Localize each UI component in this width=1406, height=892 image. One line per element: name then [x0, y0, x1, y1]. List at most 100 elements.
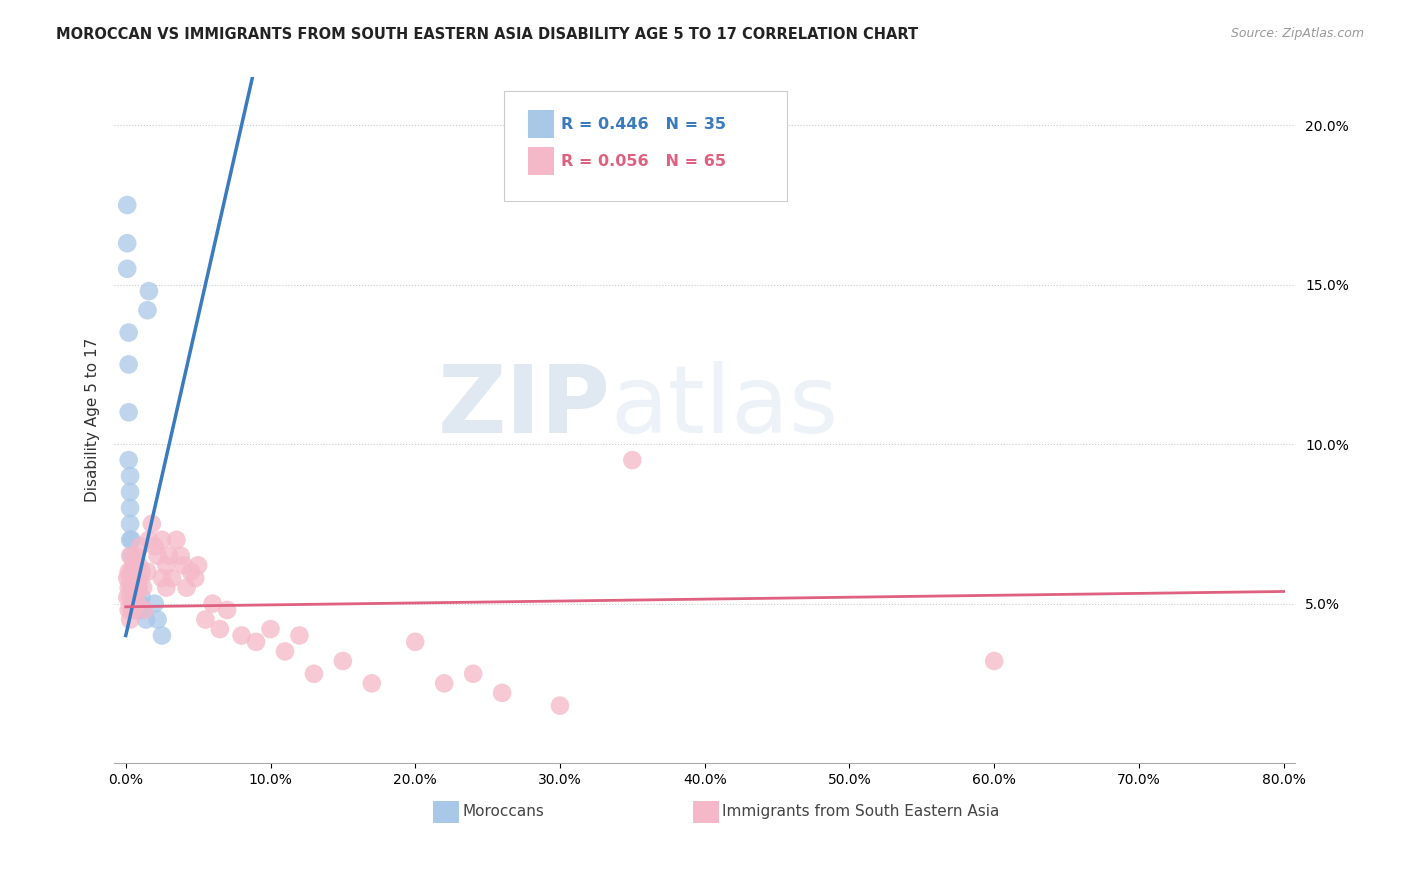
- Point: [118, 405, 141, 419]
- Point: [135, 613, 157, 627]
- Point: [360, 676, 382, 690]
- Point: [115, 591, 138, 605]
- Point: [128, 558, 150, 573]
- Point: [150, 628, 173, 642]
- Y-axis label: Disability Age 5 to 17: Disability Age 5 to 17: [86, 338, 100, 502]
- Point: [621, 453, 644, 467]
- Point: [173, 558, 195, 573]
- Point: [120, 469, 142, 483]
- Text: R = 0.056   N = 65: R = 0.056 N = 65: [561, 153, 725, 169]
- Point: [463, 666, 485, 681]
- Point: [121, 549, 143, 563]
- Text: R = 0.446   N = 35: R = 0.446 N = 35: [561, 117, 725, 131]
- Point: [134, 603, 156, 617]
- Point: [115, 261, 138, 276]
- Point: [160, 571, 183, 585]
- Point: [125, 581, 148, 595]
- Point: [118, 603, 141, 617]
- Point: [120, 500, 142, 515]
- Point: [127, 597, 149, 611]
- Text: ZIP: ZIP: [437, 360, 610, 452]
- Point: [121, 581, 143, 595]
- Text: Source: ZipAtlas.com: Source: ZipAtlas.com: [1230, 27, 1364, 40]
- Point: [491, 686, 513, 700]
- Point: [274, 644, 297, 658]
- Bar: [433, 801, 458, 823]
- FancyBboxPatch shape: [503, 91, 787, 201]
- Point: [118, 358, 141, 372]
- Point: [128, 603, 150, 617]
- Point: [157, 549, 180, 563]
- Point: [150, 571, 173, 585]
- Point: [155, 581, 177, 595]
- Point: [150, 533, 173, 547]
- Point: [121, 533, 143, 547]
- Point: [122, 565, 145, 579]
- Point: [141, 516, 163, 531]
- Point: [121, 581, 143, 595]
- Point: [180, 565, 202, 579]
- Point: [201, 597, 224, 611]
- Point: [131, 591, 153, 605]
- Point: [433, 676, 456, 690]
- Point: [217, 603, 239, 617]
- Point: [124, 591, 146, 605]
- Point: [245, 635, 267, 649]
- Point: [194, 613, 217, 627]
- Point: [302, 666, 325, 681]
- Point: [288, 628, 311, 642]
- Text: Immigrants from South Eastern Asia: Immigrants from South Eastern Asia: [723, 804, 1000, 819]
- Point: [143, 597, 166, 611]
- Point: [122, 558, 145, 573]
- Text: Moroccans: Moroccans: [463, 804, 544, 819]
- Point: [124, 581, 146, 595]
- Point: [127, 571, 149, 585]
- Point: [124, 565, 146, 579]
- Point: [120, 571, 142, 585]
- Point: [128, 581, 150, 595]
- Point: [138, 533, 160, 547]
- Point: [122, 581, 145, 595]
- Point: [125, 549, 148, 563]
- Point: [122, 603, 145, 617]
- Point: [118, 453, 141, 467]
- Point: [146, 549, 169, 563]
- Point: [155, 558, 177, 573]
- Point: [184, 571, 207, 585]
- Point: [136, 565, 159, 579]
- Point: [120, 533, 142, 547]
- Point: [132, 603, 155, 617]
- Point: [121, 565, 143, 579]
- Point: [124, 597, 146, 611]
- Point: [165, 533, 187, 547]
- Point: [118, 565, 141, 579]
- Point: [122, 591, 145, 605]
- Point: [404, 635, 426, 649]
- Bar: [527, 146, 554, 176]
- Point: [118, 326, 141, 340]
- Point: [115, 236, 138, 251]
- Point: [120, 516, 142, 531]
- Point: [120, 485, 142, 500]
- Point: [548, 698, 571, 713]
- Point: [125, 597, 148, 611]
- Point: [231, 628, 253, 642]
- Point: [143, 539, 166, 553]
- Point: [983, 654, 1005, 668]
- Point: [127, 603, 149, 617]
- Point: [127, 581, 149, 595]
- Point: [187, 558, 209, 573]
- Point: [129, 539, 152, 553]
- Point: [122, 581, 145, 595]
- Point: [115, 198, 138, 212]
- Point: [120, 549, 142, 563]
- Point: [208, 622, 231, 636]
- Point: [259, 622, 281, 636]
- Point: [121, 565, 143, 579]
- Point: [176, 581, 198, 595]
- Point: [170, 549, 193, 563]
- Point: [136, 303, 159, 318]
- Point: [120, 591, 142, 605]
- Point: [146, 613, 169, 627]
- Point: [118, 581, 141, 595]
